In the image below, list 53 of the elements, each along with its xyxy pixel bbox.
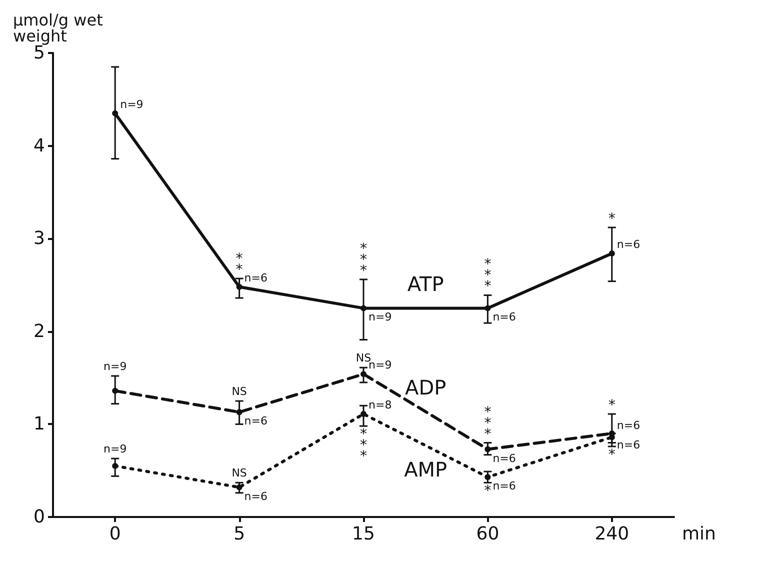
annotation: n=6 bbox=[244, 414, 268, 428]
series-label: ADP bbox=[405, 376, 446, 400]
point bbox=[236, 484, 242, 490]
point bbox=[112, 110, 118, 116]
y-tick-label: 0 bbox=[34, 506, 45, 528]
annotation: * bbox=[484, 483, 492, 500]
point bbox=[484, 446, 491, 452]
point bbox=[236, 409, 242, 416]
annotation: n=9 bbox=[368, 310, 392, 324]
annotation: ** bbox=[236, 251, 243, 278]
annotation: n=6 bbox=[616, 438, 640, 452]
x-axis-title: min bbox=[682, 524, 716, 544]
annotation: n=9 bbox=[120, 98, 144, 111]
annotation: NS bbox=[232, 385, 247, 398]
annotation: n=6 bbox=[244, 271, 268, 284]
annotation: * bbox=[608, 397, 616, 414]
annotation: n=8 bbox=[368, 398, 392, 412]
annotation: n=6 bbox=[492, 310, 516, 324]
y-tick-label: 4 bbox=[34, 135, 45, 156]
y-tick-label: 1 bbox=[34, 414, 45, 435]
point bbox=[484, 474, 491, 480]
annotation: n=9 bbox=[104, 360, 127, 373]
x-tick-label: 240 bbox=[594, 524, 630, 544]
annotation: n=6 bbox=[616, 238, 640, 251]
point bbox=[112, 462, 118, 469]
annotation: * bbox=[608, 446, 616, 463]
x-tick-label: 15 bbox=[352, 524, 375, 544]
annotation: n=6 bbox=[492, 480, 516, 493]
x-tick-label: 0 bbox=[109, 524, 121, 544]
annotation: *** bbox=[484, 404, 492, 442]
annotation: n=9 bbox=[104, 442, 127, 456]
point bbox=[112, 388, 118, 394]
x-tick-label: 60 bbox=[476, 524, 500, 544]
point bbox=[608, 250, 615, 256]
annotation: *** bbox=[360, 426, 367, 465]
annotation: n=6 bbox=[244, 490, 268, 503]
x-tick-label: 5 bbox=[234, 524, 246, 544]
point bbox=[360, 371, 366, 378]
annotation: *** bbox=[484, 256, 492, 295]
annotation: NS bbox=[232, 466, 247, 480]
series-label: ATP bbox=[407, 272, 444, 296]
annotation: n=6 bbox=[616, 418, 640, 432]
y-tick-label: 3 bbox=[34, 228, 45, 250]
annotation: * ** bbox=[360, 240, 367, 279]
point bbox=[360, 410, 366, 417]
point bbox=[484, 305, 491, 312]
annotation: n=6 bbox=[492, 452, 516, 465]
point bbox=[236, 284, 242, 290]
point bbox=[360, 305, 366, 312]
y-axis-title: µmol/g wet weight bbox=[13, 10, 103, 46]
annotation: * bbox=[608, 210, 616, 227]
y-tick-label: 2 bbox=[34, 320, 45, 342]
series-label: AMP bbox=[404, 458, 448, 482]
